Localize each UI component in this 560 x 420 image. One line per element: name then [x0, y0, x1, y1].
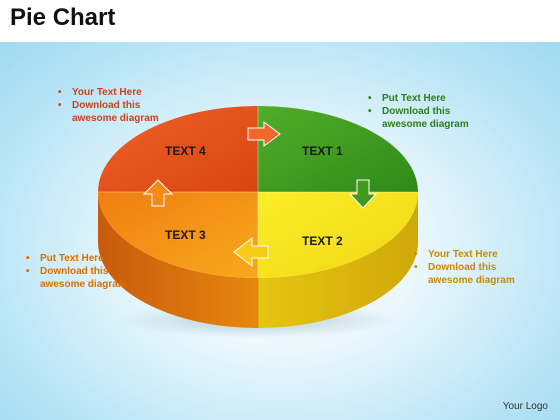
segment-text-1 [258, 106, 418, 192]
segment-text-4 [98, 106, 258, 192]
title-bar: Pie Chart [0, 0, 560, 42]
pie-diagram: TEXT 4 TEXT 1 TEXT 3 TEXT 2 [98, 106, 418, 338]
arrow-down-icon [348, 179, 378, 209]
segment-label-2: TEXT 2 [302, 234, 343, 248]
note-top-left-line-2: Download this awesome diagram [56, 99, 176, 125]
note-bottom-left-line-1: Put Text Here [24, 252, 144, 265]
segment-label-1: TEXT 1 [302, 144, 343, 158]
arrow-left-icon [233, 236, 269, 268]
note-top-left-line-1: Your Text Here [56, 86, 176, 99]
segment-text-3 [98, 192, 258, 278]
note-top-left: Your Text Here Download this awesome dia… [56, 86, 176, 125]
pie-side-right [258, 192, 418, 328]
pie-side-left [98, 192, 258, 328]
note-top-right-line-1: Put Text Here [366, 92, 486, 105]
segment-label-3: TEXT 3 [165, 228, 206, 242]
note-bottom-right-line-1: Your Text Here [412, 248, 532, 261]
note-bottom-right: Your Text Here Download this awesome dia… [412, 248, 532, 287]
note-top-right: Put Text Here Download this awesome diag… [366, 92, 486, 131]
page-title: Pie Chart [10, 4, 116, 31]
diagram-stage: TEXT 4 TEXT 1 TEXT 3 TEXT 2 Your Text He… [0, 42, 560, 420]
footer-logo: Your Logo [502, 401, 548, 412]
note-top-right-line-2: Download this awesome diagram [366, 105, 486, 131]
arrow-up-icon [142, 179, 174, 207]
segment-label-4: TEXT 4 [165, 144, 206, 158]
note-bottom-right-line-2: Download this awesome diagram [412, 261, 532, 287]
note-bottom-left-line-2: Download this awesome diagram [24, 265, 144, 291]
arrow-right-icon [247, 121, 281, 147]
segment-text-2 [258, 192, 418, 278]
note-bottom-left: Put Text Here Download this awesome diag… [24, 252, 144, 291]
